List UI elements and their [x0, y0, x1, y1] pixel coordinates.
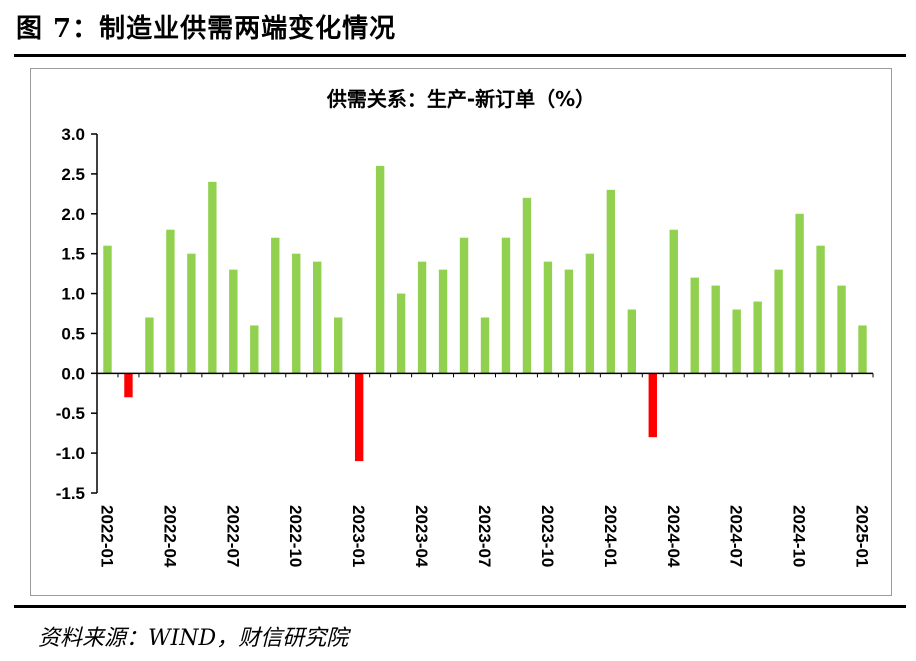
x-tick-label: 2022-04	[160, 505, 179, 568]
bar-2025-01	[858, 325, 867, 374]
x-tick-label: 2023-10	[538, 505, 557, 567]
bar-2024-09	[774, 269, 783, 374]
bar-2024-10	[795, 213, 804, 374]
y-tick-label: -1.0	[56, 444, 85, 463]
bar-2022-12	[333, 317, 343, 374]
bar-2024-06	[711, 285, 720, 374]
x-tick-label: 2022-10	[286, 505, 305, 567]
x-tick-label: 2022-01	[97, 505, 116, 567]
bar-2023-08	[501, 237, 511, 374]
x-tick-label: 2024-01	[601, 505, 620, 567]
bar-2022-09	[271, 237, 280, 374]
bar-2023-09	[522, 197, 532, 374]
y-tick-label: 0.5	[61, 324, 85, 343]
y-tick-label: -0.5	[56, 404, 85, 423]
x-tick-label: 2024-04	[664, 505, 683, 568]
bar-2023-06	[459, 237, 469, 374]
bar-2022-10	[292, 253, 301, 374]
bar-2022-11	[313, 261, 322, 374]
bar-2024-01	[606, 189, 616, 374]
bar-2023-02	[375, 165, 385, 374]
y-tick-label: 2.0	[61, 205, 85, 224]
bar-2023-11	[564, 269, 574, 374]
x-tick-label: 2023-01	[349, 505, 368, 567]
top-rule	[14, 54, 906, 57]
y-tick-label: 1.0	[61, 285, 85, 304]
x-tick-label: 2024-07	[727, 505, 746, 567]
bar-2023-12	[585, 253, 595, 374]
figure-title: 图 7：制造业供需两端变化情况	[16, 14, 397, 44]
bar-2022-07	[229, 269, 238, 374]
y-tick-label: -1.5	[56, 484, 85, 503]
bar-2022-08	[250, 325, 259, 374]
bar-2022-01	[103, 245, 112, 374]
bar-2023-10	[543, 261, 553, 374]
bar-chart: 3.0 2.5 2.0 1.5 1.0 0.5 0.0 -0.5 -1.0 -1.5 2022-01…	[56, 125, 874, 568]
bar-2022-03	[145, 317, 154, 374]
bar-2024-05	[690, 277, 699, 374]
bar-2023-04	[417, 261, 427, 374]
bar-2024-02	[627, 309, 637, 374]
x-tick-label: 2024-10	[790, 505, 809, 567]
bar-2024-07	[732, 309, 741, 374]
bar-2022-04	[166, 229, 175, 374]
bar-2023-03	[396, 293, 406, 374]
bar-2024-04	[669, 229, 678, 374]
bar-2024-12	[837, 285, 846, 374]
bar-2024-03	[648, 373, 657, 438]
source-note: 资料来源：WIND，财信研究院	[38, 626, 349, 651]
chart-title: 供需关系：生产-新订单（%）	[326, 87, 596, 111]
y-tick-label: 1.5	[61, 245, 85, 264]
x-tick-label: 2022-07	[223, 505, 242, 567]
bar-2023-01	[354, 373, 364, 462]
bar-2024-08	[753, 301, 762, 374]
x-tick-label: 2023-04	[412, 505, 431, 568]
bottom-rule	[14, 605, 906, 608]
y-tick-label: 3.0	[61, 125, 85, 144]
bar-2023-07	[480, 317, 490, 374]
bar-2023-05	[438, 269, 448, 374]
bar-2022-06	[208, 181, 217, 374]
bar-2024-11	[816, 245, 825, 374]
chart-frame: 供需关系：生产-新订单（%） 3.0 2.5 2.0 1.5 1.0 0.5 0.0 -0.5…	[30, 68, 892, 596]
x-tick-label: 2023-07	[475, 505, 494, 567]
y-tick-label: 0.0	[61, 364, 85, 383]
bar-2022-02	[124, 373, 133, 398]
y-tick-label: 2.5	[61, 165, 85, 184]
bar-2022-05	[187, 253, 196, 374]
x-tick-label: 2025-01	[853, 505, 872, 567]
